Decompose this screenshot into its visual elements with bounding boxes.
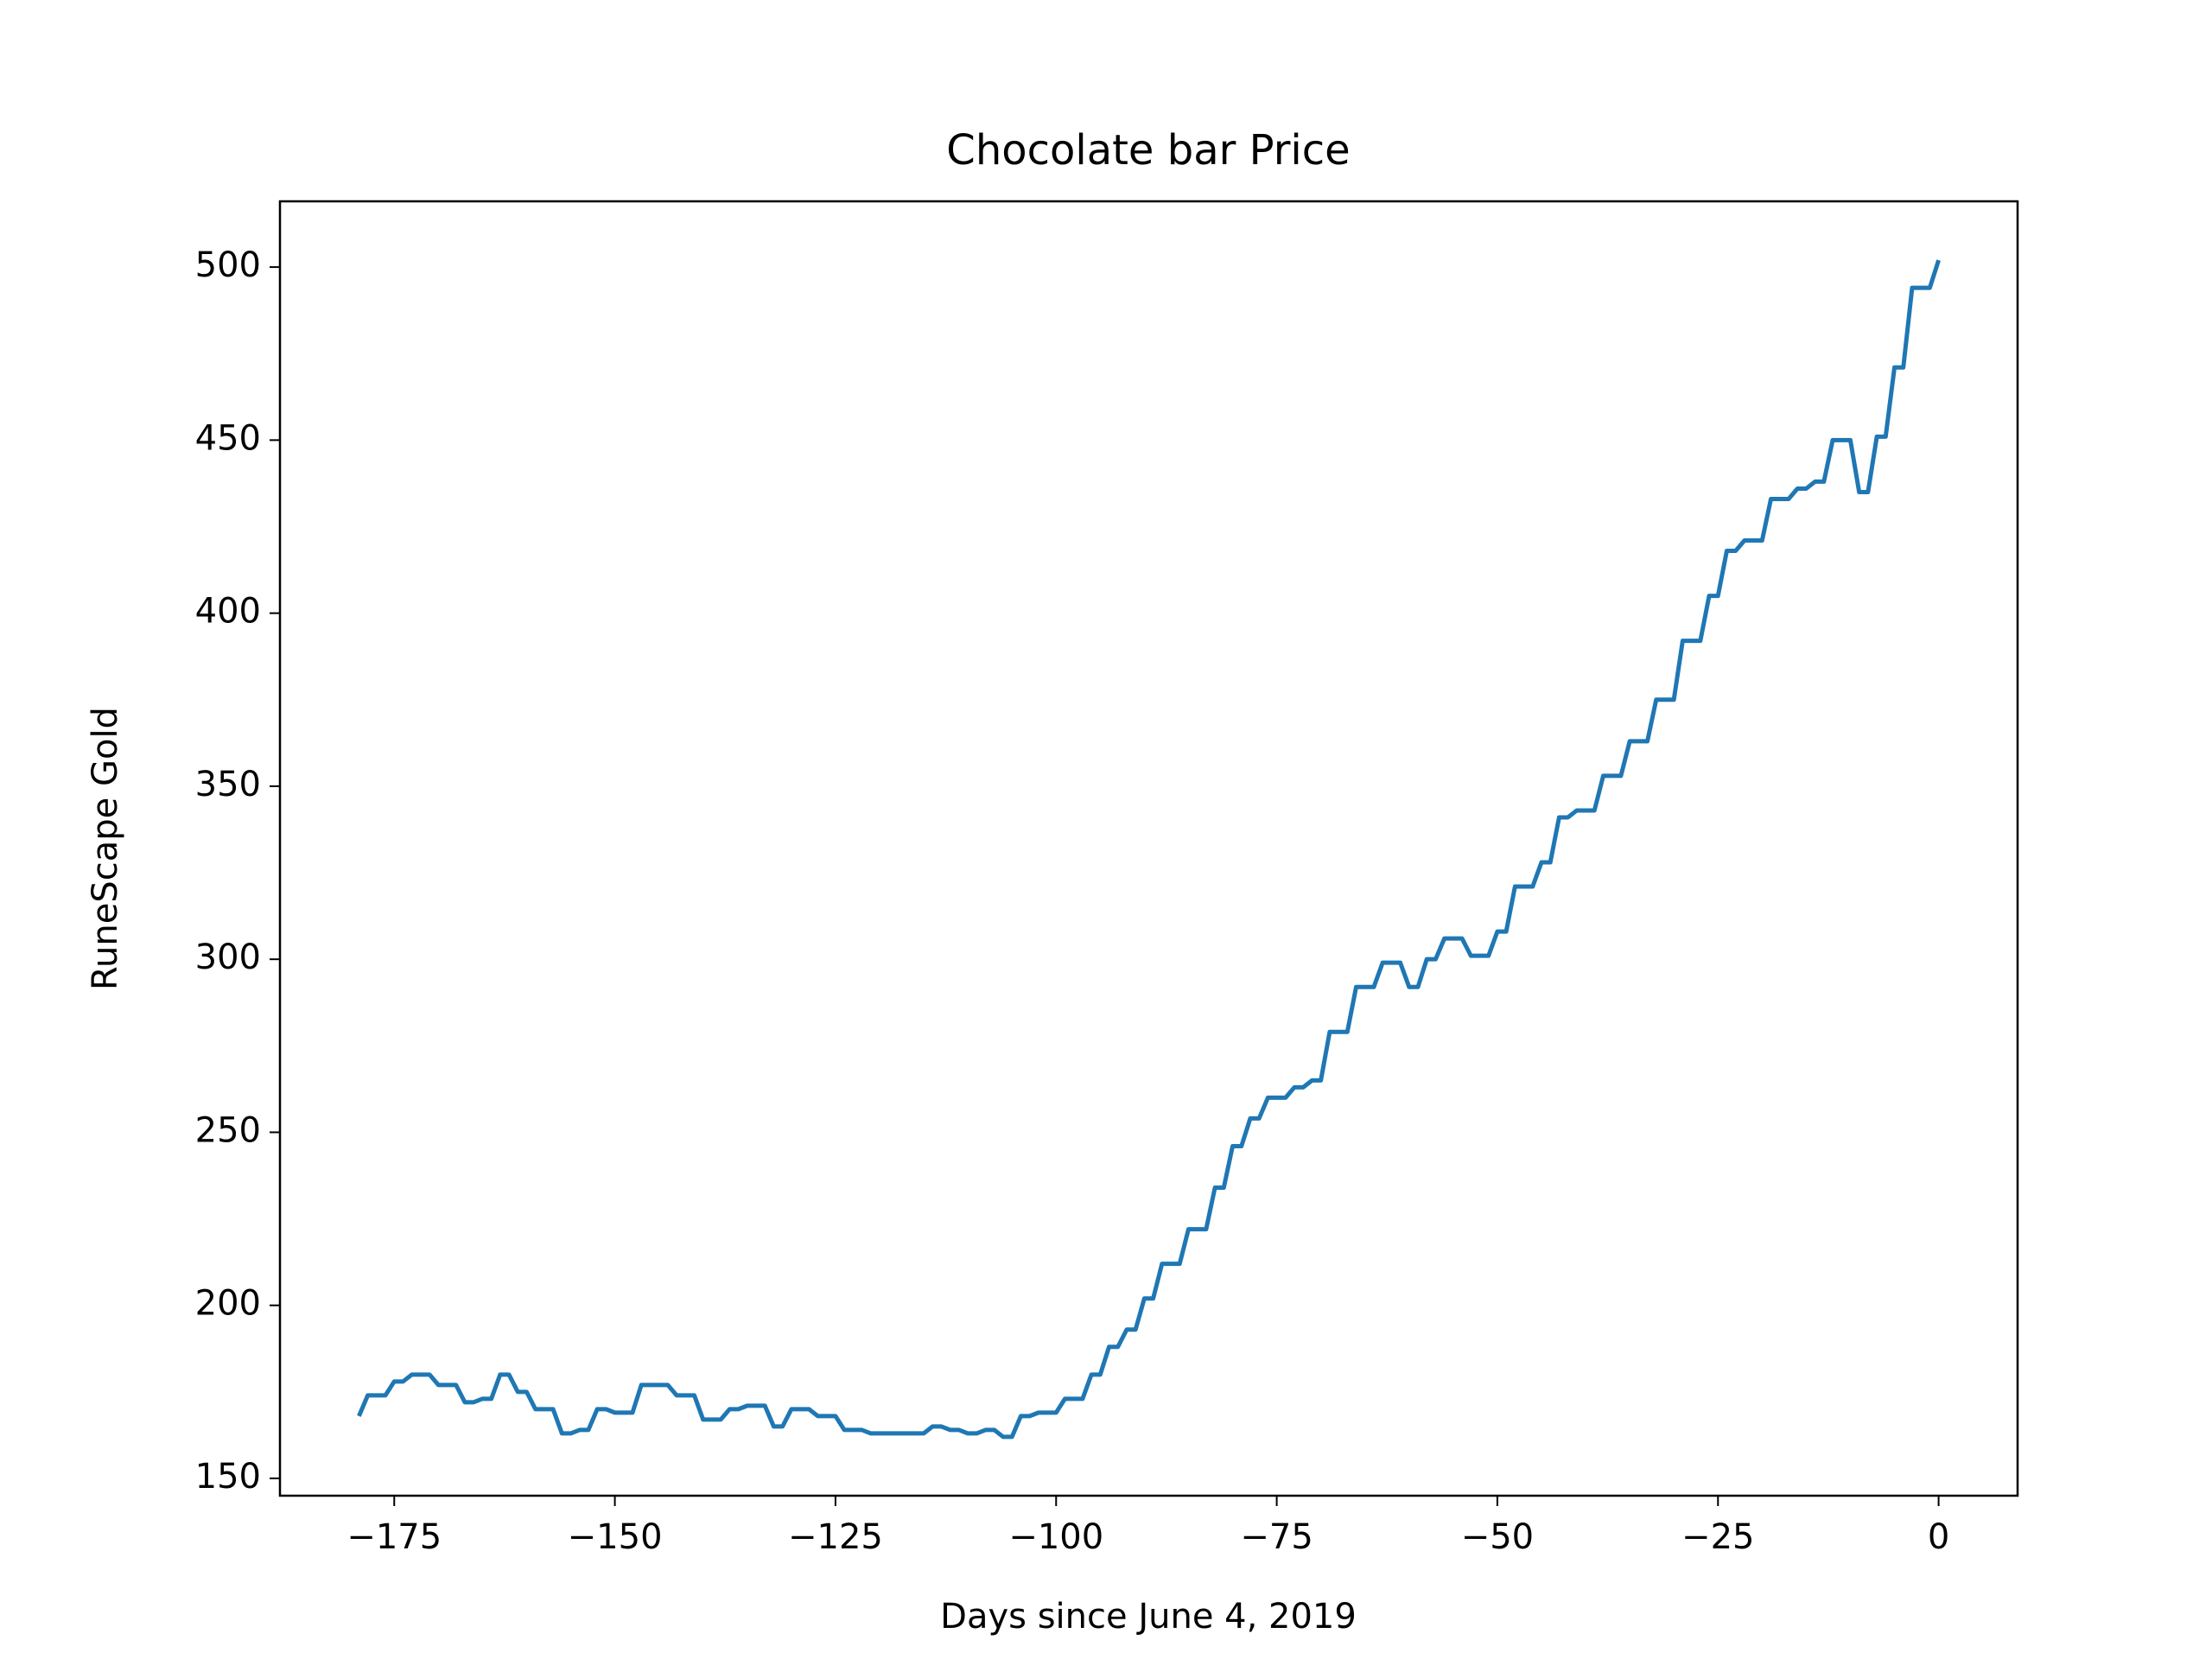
x-axis-label: Days since June 4, 2019 (940, 1597, 1357, 1637)
x-tick-label: −75 (1240, 1517, 1313, 1557)
x-tick-label: −150 (568, 1517, 663, 1557)
y-tick-label: 500 (195, 245, 261, 285)
y-axis-label: RuneScape Gold (86, 707, 125, 990)
y-tick-label: 450 (195, 418, 261, 458)
x-tick-label: −175 (346, 1517, 442, 1557)
data-line (357, 259, 1941, 1440)
y-tick-label: 200 (195, 1284, 261, 1324)
y-tick-label: 300 (195, 938, 261, 977)
x-tick-label: −125 (788, 1517, 883, 1557)
x-tick-label: −25 (1681, 1517, 1754, 1557)
y-tick-label: 400 (195, 592, 261, 632)
plot-frame (278, 200, 2019, 1497)
y-tick-label: 250 (195, 1110, 261, 1150)
x-tick-label: 0 (1928, 1517, 1949, 1557)
y-tick-label: 150 (195, 1457, 261, 1497)
y-tick-label: 350 (195, 765, 261, 804)
chart-title: Chocolate bar Price (946, 126, 1350, 175)
x-tick-label: −100 (1008, 1517, 1103, 1557)
x-tick-label: −50 (1461, 1517, 1534, 1557)
